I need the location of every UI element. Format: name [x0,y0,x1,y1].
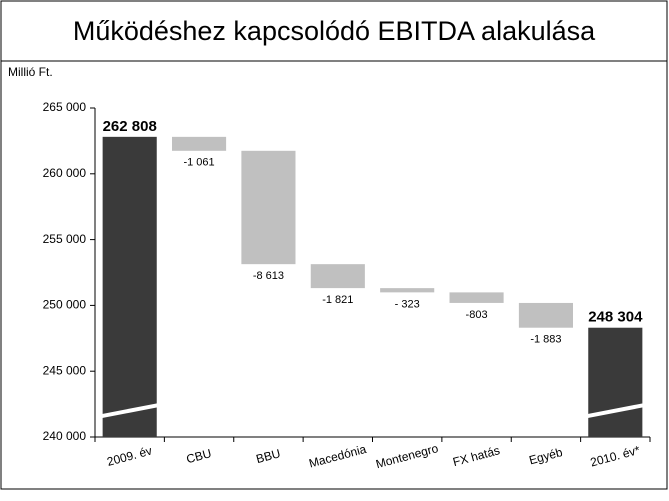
bar [310,264,365,289]
value-label: -1 821 [322,294,353,306]
bar [102,136,157,437]
axis-break [98,402,162,419]
y-tick-label: 250 000 [43,298,87,312]
chart-title: Működéshez kapcsolódó EBITDA alakulása [73,16,596,46]
value-label: 262 808 [103,118,157,135]
value-label: -1 061 [183,157,214,169]
value-label: 248 304 [588,309,643,326]
bar [172,136,227,151]
y-axis-label: Millió Ft. [8,65,53,79]
y-tick-label: 240 000 [43,429,87,443]
bar [588,327,643,437]
value-label: -8 613 [253,270,284,282]
bar [518,302,573,328]
value-label: -1 883 [530,334,561,346]
y-tick-label: 245 000 [43,363,87,377]
y-tick-label: 260 000 [43,166,87,180]
y-tick-label: 265 000 [43,100,87,114]
bar [241,150,296,265]
bar [380,288,435,293]
axis-break [583,402,647,419]
x-tick-label: CBU [185,446,213,466]
y-tick-label: 255 000 [43,232,87,246]
value-label: - 323 [395,298,420,310]
x-tick-label: BBU [254,446,281,466]
title-box [0,0,668,62]
bar [449,292,504,303]
value-label: -803 [466,309,488,321]
